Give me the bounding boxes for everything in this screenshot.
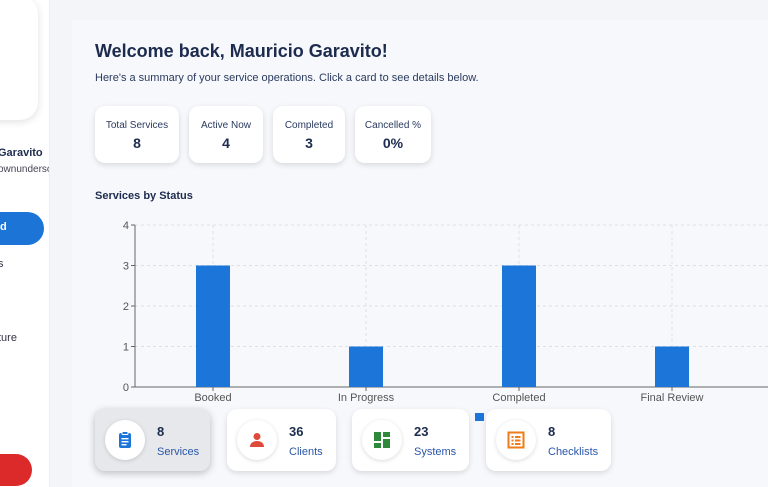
x-tick-label: In Progress xyxy=(338,392,395,404)
bar-final-review xyxy=(655,346,689,387)
legend-swatch xyxy=(475,413,484,421)
y-tick-label: 1 xyxy=(123,342,129,354)
card-label: Clients xyxy=(289,446,323,458)
card-systems[interactable]: 23 Systems xyxy=(352,409,469,471)
dashboard-icon xyxy=(362,420,402,460)
stat-value: 4 xyxy=(222,135,230,151)
card-value: 8 xyxy=(157,424,165,439)
stat-cancelled[interactable]: Cancelled % 0% xyxy=(355,106,431,163)
bar-completed xyxy=(502,265,536,387)
stat-label: Total Services xyxy=(105,120,169,131)
y-tick-label: 3 xyxy=(123,261,129,273)
user-subtitle: ownunderso xyxy=(0,164,50,175)
sidebar: AI Garavito ownunderso d s ture xyxy=(0,0,50,487)
logout-button[interactable] xyxy=(0,454,32,486)
card-label: Services xyxy=(157,446,200,458)
services-bar-chart: 0 1 2 3 4 Booked In Progress Completed Final Rev… xyxy=(123,220,768,424)
stat-total-services[interactable]: Total Services 8 xyxy=(95,106,179,163)
chart-section-title: Services by Status xyxy=(95,190,193,202)
card-clients[interactable]: 36 Clients xyxy=(227,409,336,471)
stat-value: 8 xyxy=(133,135,141,151)
stat-value: 3 xyxy=(305,135,313,151)
sidebar-item-1[interactable]: s xyxy=(0,258,4,270)
x-tick-label: Final Review xyxy=(641,392,704,404)
card-value: 8 xyxy=(548,424,556,439)
x-tick-label: Booked xyxy=(194,392,231,404)
card-services[interactable]: 8 Services xyxy=(95,409,210,471)
stat-active-now[interactable]: Active Now 4 xyxy=(189,106,263,163)
user-name: Garavito xyxy=(0,147,43,159)
stat-label: Active Now xyxy=(200,120,251,131)
stat-completed[interactable]: Completed 3 xyxy=(273,106,345,163)
sidebar-item-2[interactable]: ture xyxy=(0,332,17,344)
main-content: Welcome back, Mauricio Garavito! Here's … xyxy=(72,20,768,487)
card-label: Checklists xyxy=(548,446,599,458)
bar-in-progress xyxy=(349,346,383,387)
card-checklists[interactable]: 8 Checklists xyxy=(486,409,611,471)
page-subtitle: Here's a summary of your service operati… xyxy=(95,72,479,84)
card-label: Systems xyxy=(414,446,457,458)
sidebar-item-dashboard[interactable]: d xyxy=(0,212,44,245)
x-tick-label: Completed xyxy=(492,392,545,404)
stat-label: Completed xyxy=(284,120,334,131)
clipboard-icon xyxy=(105,420,145,460)
person-icon xyxy=(237,420,277,460)
logo-card: AI xyxy=(0,0,38,120)
stat-label: Cancelled % xyxy=(364,120,422,131)
y-tick-label: 0 xyxy=(123,382,129,394)
checklist-icon xyxy=(496,420,536,460)
card-value: 23 xyxy=(414,424,429,439)
y-tick-label: 2 xyxy=(123,301,129,313)
page-title: Welcome back, Mauricio Garavito! xyxy=(95,41,388,61)
card-value: 36 xyxy=(289,424,304,439)
y-tick-label: 4 xyxy=(123,220,129,232)
stat-value: 0% xyxy=(382,135,404,151)
bar-booked xyxy=(196,265,230,387)
